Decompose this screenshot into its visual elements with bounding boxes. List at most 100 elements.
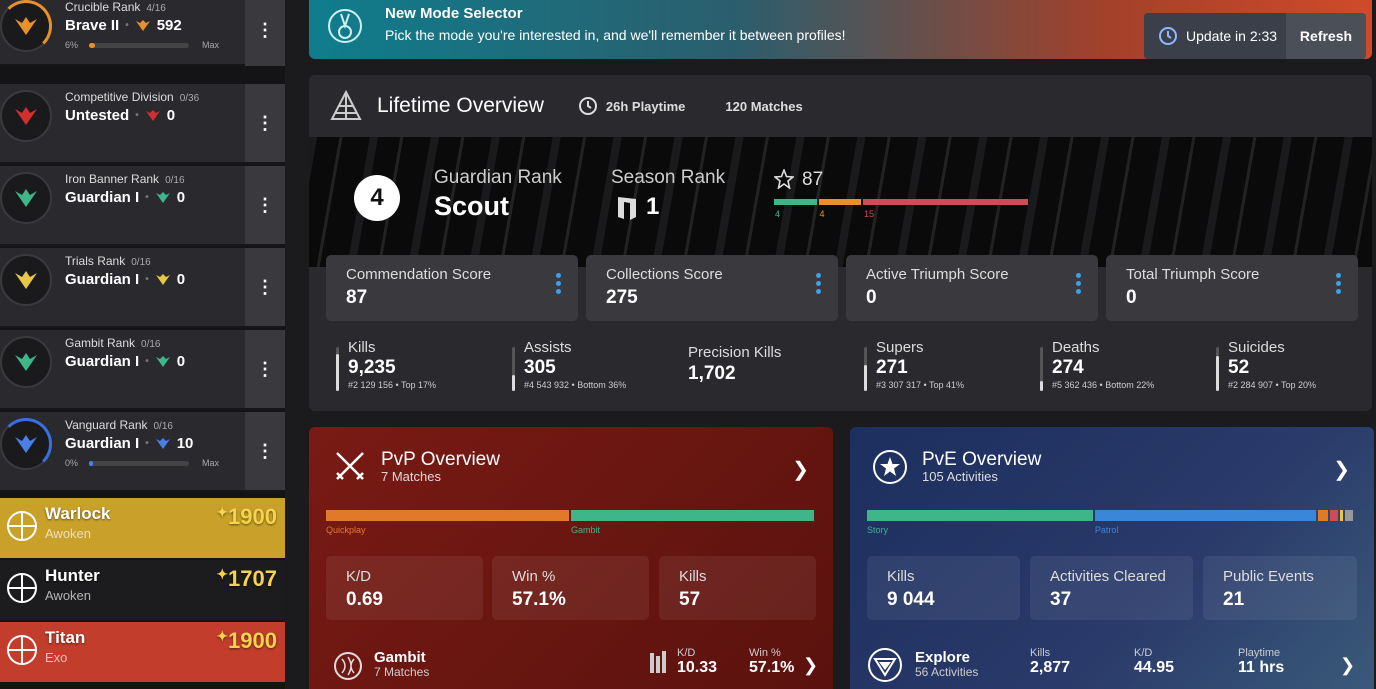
stat-rank: #2 129 156 • Top 17% — [348, 380, 437, 390]
pvp-overview-card[interactable]: PvP Overview 7 Matches ❯ Quickplay Gambit… — [309, 427, 833, 689]
character-card[interactable]: Warlock Awoken ✦1900 — [0, 498, 285, 558]
rank-card[interactable]: Competitive Division 0/36 Untested • 0 ⋮ — [0, 84, 285, 164]
pve-stat-box: Public Events 21 — [1203, 556, 1357, 620]
rank-points: 592 — [156, 17, 182, 34]
more-options-icon[interactable]: ⋮ — [245, 84, 285, 162]
more-options-icon[interactable] — [1076, 273, 1081, 297]
box-label: Win % — [512, 568, 556, 585]
more-options-icon[interactable]: ⋮ — [245, 0, 285, 66]
more-options-icon[interactable]: ⋮ — [245, 166, 285, 244]
rank-chevron-icon — [155, 191, 170, 203]
explore-icon — [868, 648, 902, 682]
pve-subtitle: 105 Activities — [922, 469, 998, 484]
score-card[interactable]: Collections Score 275 — [586, 255, 838, 321]
box-label: Kills — [679, 568, 707, 585]
rank-bar-fill — [89, 43, 95, 48]
stat-label: Precision Kills — [688, 344, 782, 361]
character-card[interactable]: Hunter Awoken ✦1707 — [0, 560, 285, 620]
lifetime-overview-card: Lifetime Overview 26h Playtime 120 Match… — [309, 75, 1372, 411]
activity-segment-label: Story — [867, 525, 889, 535]
rank-progress-ring — [0, 0, 52, 52]
chevron-right-icon[interactable]: ❯ — [1340, 655, 1356, 675]
rank-card[interactable]: Gambit Rank 0/16 Guardian I • 0 ⋮ — [0, 330, 285, 410]
rank-progress-bar: 0% Max — [65, 458, 225, 468]
matches-label: 120 Matches — [725, 98, 803, 114]
score-card[interactable]: Commendation Score 87 — [326, 255, 578, 321]
box-label: Activities Cleared — [1050, 568, 1166, 585]
rank-points: 0 — [176, 271, 186, 288]
rank-title-text: Gambit Rank — [65, 336, 136, 350]
box-label: Public Events — [1223, 568, 1314, 585]
stat-level-bar — [1040, 347, 1043, 391]
more-options-icon[interactable]: ⋮ — [245, 412, 285, 490]
row-v2: 57.1% — [749, 659, 795, 676]
gambit-icon — [334, 652, 362, 680]
score-label: Total Triumph Score — [1126, 266, 1260, 283]
rank-points: 0 — [166, 107, 176, 124]
activity-segment — [1330, 510, 1338, 521]
rank-title-text: Trials Rank — [65, 254, 126, 268]
more-options-icon[interactable] — [556, 273, 561, 297]
rank-progress: 0/16 — [131, 257, 151, 268]
season-rank-label: Season Rank — [611, 167, 726, 188]
update-timer[interactable]: Update in 2:33 — [1144, 26, 1286, 46]
stat-label: Deaths — [1052, 339, 1100, 356]
rank-name: Brave II — [65, 17, 120, 34]
rank-title-text: Crucible Rank — [65, 0, 141, 14]
rank-max: Max — [202, 458, 220, 468]
separator-dot: • — [145, 274, 149, 285]
separator-dot: • — [145, 192, 149, 203]
more-options-icon[interactable]: ⋮ — [245, 330, 285, 408]
stat-level-bar — [336, 347, 339, 391]
character-class: Hunter — [45, 566, 100, 585]
score-value: 87 — [346, 287, 368, 308]
stat-value: 305 — [524, 357, 556, 378]
more-options-icon[interactable]: ⋮ — [245, 248, 285, 326]
lifetime-title: Lifetime Overview — [377, 94, 544, 117]
rank-emblem-icon — [0, 254, 52, 306]
rank-points: 0 — [176, 189, 186, 206]
row-sub: 56 Activities — [915, 665, 979, 679]
refresh-button[interactable]: Refresh — [1286, 13, 1366, 59]
rank-progress-ring — [0, 418, 52, 470]
pvp-mode-row[interactable]: Gambit 7 Matches K/D 10.33 Win % 57.1% ❯ — [329, 645, 819, 689]
rank-title: Iron Banner Rank 0/16 — [65, 172, 185, 186]
character-class: Warlock — [45, 504, 111, 523]
rank-name: Guardian I — [65, 435, 140, 452]
chevron-right-icon[interactable]: ❯ — [792, 459, 809, 481]
rank-card[interactable]: Trials Rank 0/16 Guardian I • 0 ⋮ — [0, 248, 285, 328]
power-level: ✦1900 — [216, 628, 277, 654]
pve-stat-box: Activities Cleared 37 — [1030, 556, 1193, 620]
power-value: 1900 — [228, 504, 277, 529]
chevron-right-icon[interactable]: ❯ — [1333, 459, 1350, 481]
stat-label: Supers — [876, 339, 924, 356]
rank-card[interactable]: Crucible Rank 4/16 Brave II • 592 6% Max ⋮ — [0, 0, 285, 66]
rank-emblem-icon — [0, 336, 52, 388]
more-options-icon[interactable] — [816, 273, 821, 297]
guardian-bar-segment — [774, 199, 817, 205]
class-emblem-icon — [7, 511, 37, 541]
stat-rank: #4 543 932 • Bottom 36% — [524, 380, 627, 390]
power-level: ✦1707 — [216, 566, 277, 592]
power-icon: ✦ — [216, 628, 229, 644]
more-options-icon[interactable] — [1336, 273, 1341, 297]
character-card[interactable]: Titan Exo ✦1900 — [0, 622, 285, 682]
row-name: Explore — [915, 649, 971, 666]
guardian-bar-label: 4 — [819, 209, 825, 219]
pvp-stat-box: K/D 0.69 — [326, 556, 483, 620]
rank-bar-fill — [89, 461, 93, 466]
season-icon — [618, 197, 636, 220]
rank-value: Guardian I • 10 — [65, 435, 193, 452]
pyramid-icon — [330, 89, 362, 120]
rank-card[interactable]: Vanguard Rank 0/16 Guardian I • 10 0% Max ⋮ — [0, 412, 285, 492]
stat-level-bar — [512, 347, 515, 391]
rank-card[interactable]: Iron Banner Rank 0/16 Guardian I • 0 ⋮ — [0, 166, 285, 246]
power-icon: ✦ — [216, 504, 229, 520]
pve-overview-card[interactable]: PvE Overview 105 Activities ❯ Story Patro… — [850, 427, 1374, 689]
score-card[interactable]: Active Triumph Score 0 — [846, 255, 1098, 321]
score-card[interactable]: Total Triumph Score 0 — [1106, 255, 1358, 321]
stat-value: 1,702 — [688, 363, 736, 384]
box-label: Kills — [887, 568, 915, 585]
chevron-right-icon[interactable]: ❯ — [803, 655, 819, 675]
pve-mode-row[interactable]: Explore 56 Activities Kills 2,877 K/D 44… — [868, 645, 1360, 689]
